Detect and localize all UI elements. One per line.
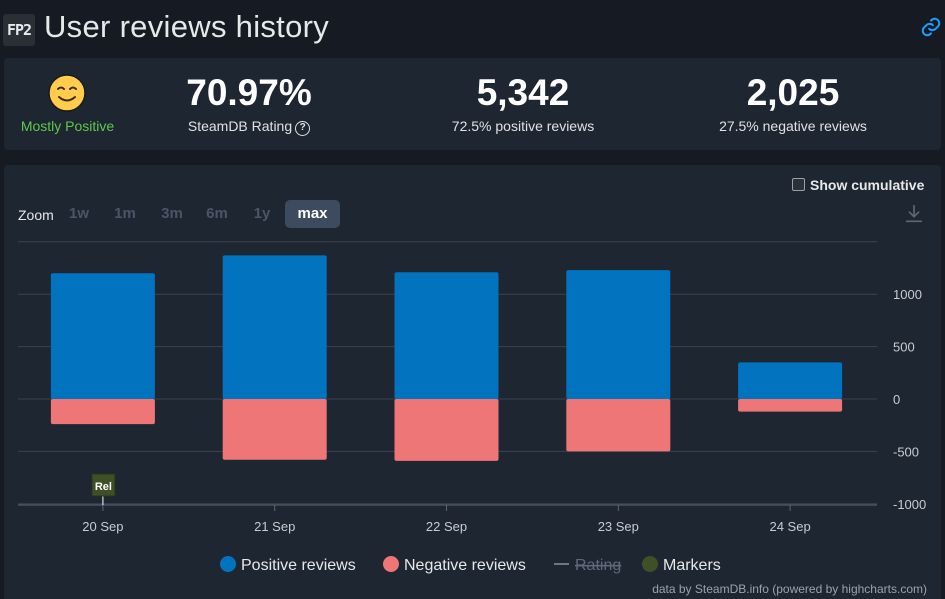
rating-caption-text: SteamDB Rating: [187, 118, 293, 134]
y-tick-label: 500: [893, 340, 915, 355]
positive-bar: [566, 270, 671, 399]
legend-item: Negative reviews: [404, 557, 526, 574]
marker-flag: [91, 473, 116, 497]
zoom-1w-button[interactable]: 1w: [68, 205, 89, 222]
legend-item-rating: Rating: [575, 557, 621, 574]
negative-bar: [738, 399, 843, 412]
negative-bar: [222, 399, 327, 460]
positive-stat: 5,342 72.5% positive reviews: [378, 58, 668, 150]
y-tick-label: 1000: [893, 287, 922, 302]
legend-item: Positive reviews: [241, 557, 356, 574]
negative-bar: [50, 399, 155, 425]
rating-stat: 70.97% SteamDB Rating?: [104, 58, 394, 150]
negative-stat: 2,025 27.5% negative reviews: [648, 58, 938, 150]
legend-symbol: [642, 556, 658, 572]
download-icon[interactable]: [903, 203, 925, 225]
x-tick-label: 22 Sep: [426, 519, 467, 534]
zoom-3m-button[interactable]: 3m: [161, 205, 183, 222]
rating-caption: SteamDB Rating?: [104, 118, 394, 136]
marker-label: Rel: [95, 481, 112, 493]
rating-label: Mostly Positive: [20, 118, 115, 134]
positive-caption: 72.5% positive reviews: [451, 118, 595, 134]
rating-value: 70.97%: [186, 72, 312, 113]
zoom-1y-button[interactable]: 1y: [253, 205, 271, 222]
positive-count: 5,342: [476, 72, 570, 113]
negative-bar: [566, 399, 671, 452]
negative-count: 2,025: [746, 72, 840, 113]
reviews-chart: 1000 500 0 -500 -1000 20 Sep 21 Sep 22 Sep 23 Se…: [18, 241, 926, 574]
info-icon[interactable]: ?: [295, 121, 311, 136]
positive-bar: [222, 255, 327, 399]
zoom-1m-button[interactable]: 1m: [114, 205, 136, 222]
x-tick-label: 24 Sep: [769, 519, 810, 534]
positive-bar: [738, 362, 843, 399]
y-tick-label: -500: [893, 444, 919, 459]
legend-item: Markers: [663, 557, 721, 574]
app-icon: FP2: [3, 14, 35, 46]
zoom-6m-button[interactable]: 6m: [206, 205, 228, 222]
legend-symbol: [220, 556, 236, 572]
rating-label-block: Mostly Positive: [4, 58, 131, 150]
chart-credit[interactable]: data by SteamDB.info (powered by highcha…: [652, 582, 927, 596]
slightly-smiling-face-icon: [48, 74, 86, 112]
positive-bar: [50, 273, 155, 399]
positive-bar: [394, 272, 499, 399]
negative-caption: 27.5% negative reviews: [719, 118, 867, 134]
legend-symbol: [383, 556, 399, 572]
rating-summary: Mostly Positive 70.97% SteamDB Rating? 5…: [4, 58, 941, 150]
x-tick-label: 21 Sep: [254, 519, 295, 534]
show-cumulative-toggle[interactable]: Show cumulative: [792, 177, 924, 193]
page-title: User reviews history: [44, 9, 330, 44]
x-tick-label: 23 Sep: [598, 519, 639, 534]
y-tick-label: -1000: [893, 497, 926, 512]
cumulative-label: Show cumulative: [810, 177, 925, 193]
x-tick-label: 20 Sep: [82, 519, 123, 534]
page-header: FP2 User reviews history: [0, 0, 945, 56]
zoom-max-button[interactable]: max: [285, 200, 340, 228]
chart-panel: Show cumulative Zoom 1w 1m 3m 6m 1y max 1000 5…: [4, 165, 941, 599]
negative-bar: [394, 399, 499, 461]
cumulative-checkbox[interactable]: [792, 178, 805, 191]
zoom-label: Zoom: [18, 207, 54, 223]
link-icon[interactable]: [920, 16, 942, 38]
y-tick-label: 0: [893, 392, 900, 407]
